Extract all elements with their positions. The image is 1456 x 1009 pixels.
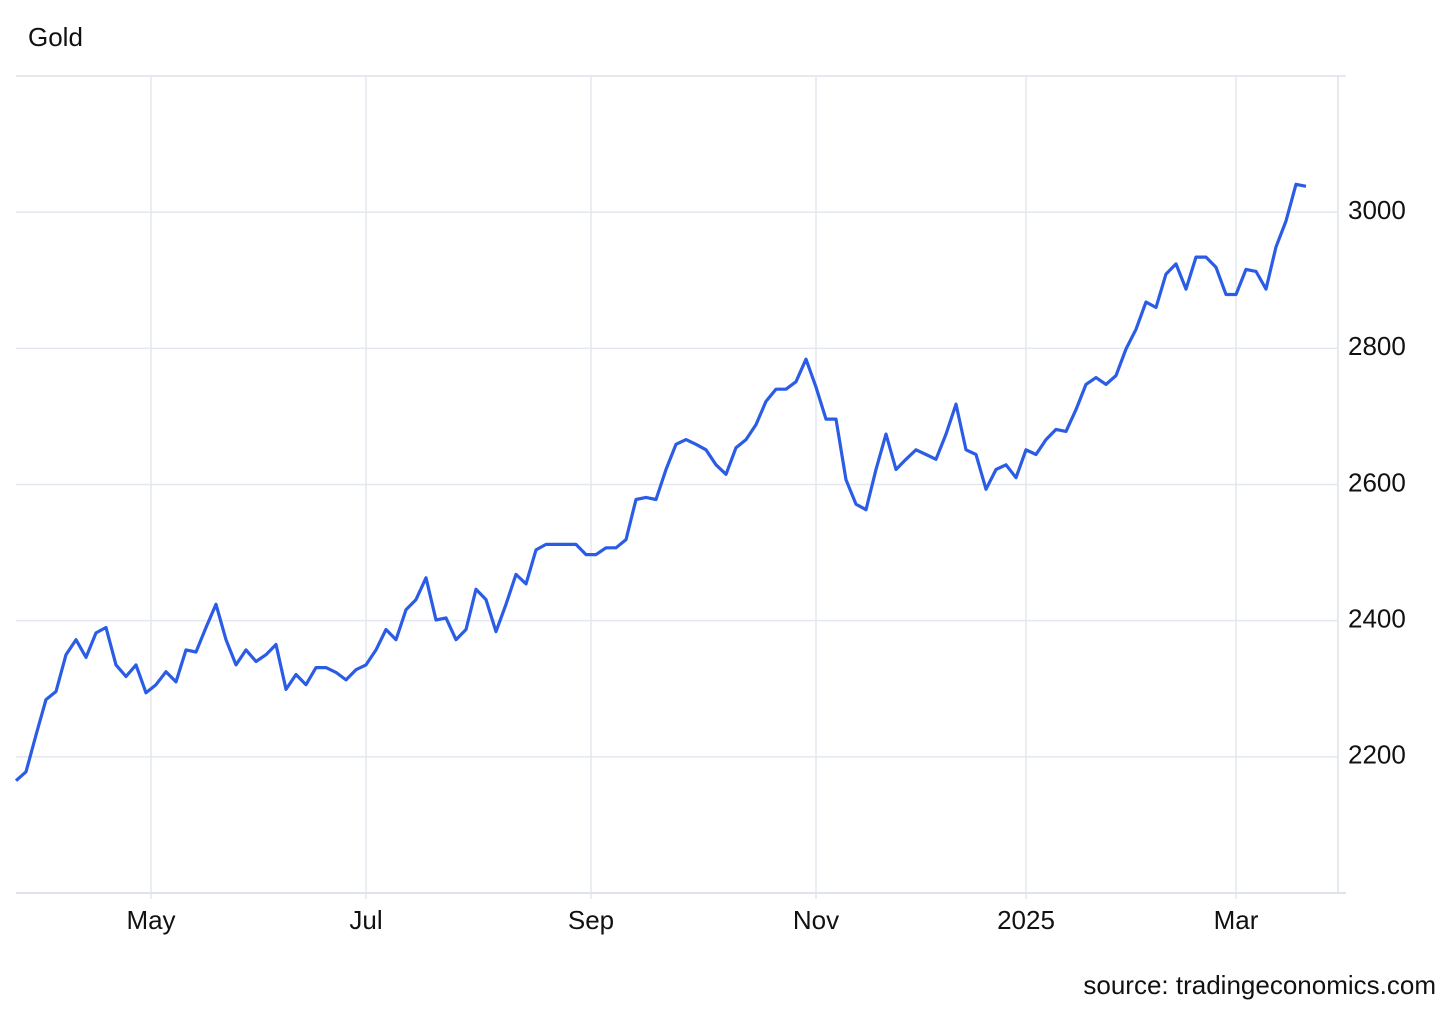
x-tick-label: May [126, 905, 175, 935]
x-tick-label: Nov [793, 905, 839, 935]
x-tick-label: Sep [568, 905, 614, 935]
price-line [14, 182, 1307, 782]
x-tick-label: Mar [1214, 905, 1259, 935]
y-tick-label: 2200 [1348, 740, 1406, 770]
y-tick-label: 2800 [1348, 331, 1406, 361]
x-tick-label: 2025 [997, 905, 1055, 935]
y-tick-label: 2400 [1348, 604, 1406, 634]
y-tick-label: 2600 [1348, 467, 1406, 497]
y-tick-label: 3000 [1348, 195, 1406, 225]
x-tick-label: Jul [349, 905, 382, 935]
source: source: tradingeconomics.com [1083, 970, 1436, 1000]
chart-title: Gold [28, 22, 83, 52]
